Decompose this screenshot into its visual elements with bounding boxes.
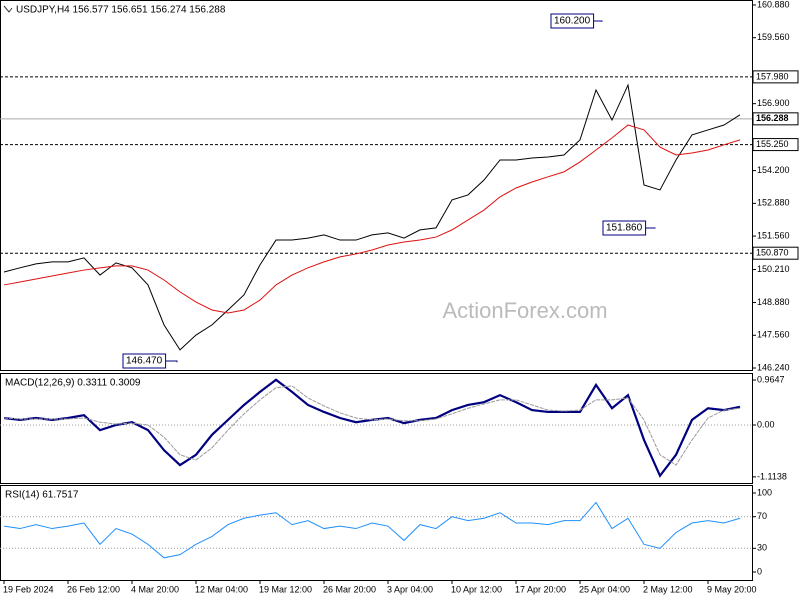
- series-line: [3, 83, 741, 351]
- panel-frame: [0, 373, 753, 484]
- level-label-box: [752, 70, 799, 84]
- annotation-label: 151.860: [606, 223, 643, 234]
- x-tick-label: 3 Apr 04:00: [387, 584, 433, 594]
- annotation-leader: [593, 20, 603, 22]
- x-tick-label: 17 Apr 20:00: [515, 584, 566, 594]
- panel-title: RSI(14) 61.7517: [5, 490, 79, 501]
- x-tick-label: 4 Mar 20:00: [131, 584, 179, 594]
- level-label: 155.250: [756, 139, 789, 149]
- x-tick-label: 25 Apr 04:00: [579, 584, 630, 594]
- x-tick-label: 10 Apr 12:00: [451, 584, 502, 594]
- x-tick-label: 12 Mar 04:00: [195, 584, 248, 594]
- last-price-label: 156.288: [756, 113, 789, 123]
- panel-frame: [0, 0, 753, 371]
- x-tick-label: 26 Mar 20:00: [323, 584, 376, 594]
- watermark: ActionForex.com: [442, 298, 607, 323]
- y-tick-label: 150.210: [757, 264, 790, 274]
- y-tick-label: 154.200: [757, 165, 790, 175]
- level-label: 150.870: [756, 248, 789, 258]
- last-price-box: [752, 112, 799, 126]
- y-tick-label: 100: [757, 487, 772, 497]
- y-tick-label: 152.880: [757, 198, 790, 208]
- level-label-box: [752, 138, 799, 152]
- x-tick-label: 19 Mar 12:00: [259, 584, 312, 594]
- annotation-label: 146.470: [126, 356, 163, 367]
- panel-frame: [0, 485, 753, 581]
- panel-title: MACD(12,26,9) 0.3311 0.3009: [5, 378, 141, 389]
- y-tick-label: 0: [757, 566, 762, 576]
- y-tick-label: 160.880: [757, 0, 790, 9]
- y-tick-label: 159.560: [757, 32, 790, 42]
- series-line: [3, 378, 741, 478]
- symbol-icon: [3, 5, 13, 13]
- y-tick-label: 151.560: [757, 230, 790, 240]
- x-tick-label: 2 May 12:00: [643, 584, 693, 594]
- annotation-leader: [645, 227, 656, 229]
- y-tick-label: 70: [757, 511, 767, 521]
- y-tick-label: -1.1138: [757, 471, 787, 481]
- y-tick-label: 147.560: [757, 330, 790, 340]
- series-line: [3, 501, 741, 559]
- annotation-leader: [165, 360, 178, 363]
- series-line: [3, 385, 741, 466]
- level-label-box: [752, 246, 799, 260]
- y-tick-label: 0.00: [757, 419, 775, 429]
- x-tick-label: 9 May 20:00: [707, 584, 757, 594]
- y-tick-label: 30: [757, 543, 767, 553]
- y-tick-label: 146.240: [757, 362, 790, 372]
- annotation-label: 160.200: [554, 16, 591, 27]
- level-label: 157.980: [756, 71, 789, 81]
- panel-title: USDJPY,H4 156.577 156.651 156.274 156.28…: [16, 5, 226, 16]
- x-tick-label: 26 Feb 12:00: [67, 584, 120, 594]
- y-tick-label: 148.880: [757, 297, 790, 307]
- y-tick-label: 0.9647: [757, 374, 785, 384]
- x-tick-label: 19 Feb 2024: [3, 584, 54, 594]
- y-tick-label: 156.900: [757, 98, 790, 108]
- series-line: [3, 124, 741, 314]
